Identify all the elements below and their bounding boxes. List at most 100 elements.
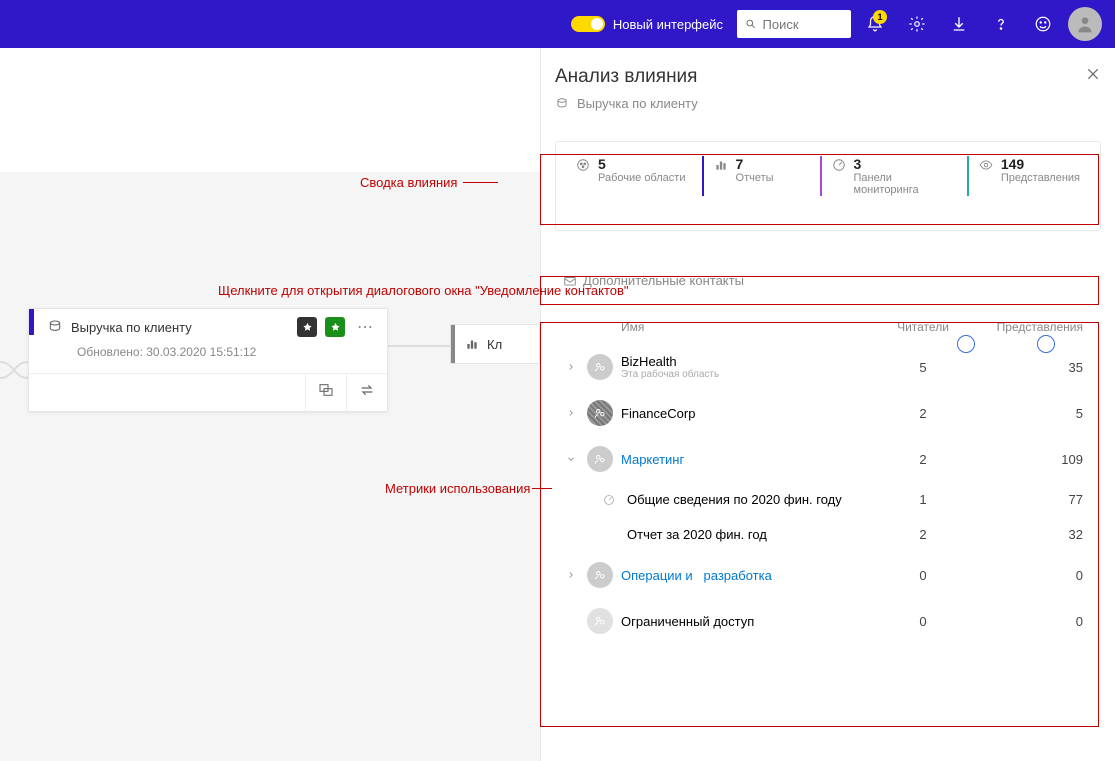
tile-value: 149 xyxy=(1001,156,1080,172)
row-name: FinanceCorp xyxy=(621,406,873,421)
row-views: 0 xyxy=(973,568,1093,583)
related-icon xyxy=(318,382,334,398)
row-readers: 1 xyxy=(873,492,973,507)
expand-toggle[interactable] xyxy=(563,362,579,372)
dataset-icon xyxy=(555,97,569,111)
row-name: BizHealthЭта рабочая область xyxy=(621,354,873,380)
row-name: Ограниченный доступ xyxy=(621,614,873,629)
card-more-button[interactable]: ⋯ xyxy=(353,317,377,337)
toggle-switch-icon[interactable] xyxy=(571,16,605,32)
report-title: Кл xyxy=(487,337,502,352)
annotation-text: Сводка влияния xyxy=(360,175,457,190)
endorsement-badge[interactable] xyxy=(297,317,317,337)
settings-button[interactable] xyxy=(899,6,935,42)
table-row[interactable]: BizHealthЭта рабочая область535 xyxy=(555,344,1101,390)
tile-label: Рабочие области xyxy=(598,172,685,184)
close-button[interactable] xyxy=(1085,66,1101,87)
smiley-icon xyxy=(1034,15,1052,33)
swap-icon xyxy=(359,382,375,398)
workspace-icon xyxy=(587,562,613,588)
row-readers: 0 xyxy=(873,614,973,629)
col-name: Имя xyxy=(621,320,873,334)
table-row[interactable]: FinanceCorp25 xyxy=(555,390,1101,436)
card-accent xyxy=(451,325,455,363)
question-icon xyxy=(992,15,1010,33)
annotation-contacts: Щелкните для открытия диалогового окна "… xyxy=(218,283,629,298)
row-name: Маркетинг xyxy=(621,452,873,467)
workspace-icon xyxy=(587,354,613,380)
summary-tile-dashboards[interactable]: 3 Панели мониторинга xyxy=(820,156,967,196)
row-views: 0 xyxy=(973,614,1093,629)
row-readers: 2 xyxy=(873,452,973,467)
row-views: 32 xyxy=(973,527,1093,542)
summary-tile-reports[interactable]: 7 Отчеты xyxy=(702,156,820,196)
download-button[interactable] xyxy=(941,6,977,42)
barchart-icon xyxy=(714,158,728,172)
row-name: Операции и разработка xyxy=(621,568,873,583)
workspace-icon xyxy=(587,446,613,472)
notifications-button[interactable]: 1 xyxy=(857,6,893,42)
table-child-row[interactable]: Отчет за 2020 фин. год232 xyxy=(555,517,1101,552)
dashboard-icon xyxy=(832,158,846,172)
connector-line xyxy=(0,360,28,380)
table-row[interactable]: Маркетинг2109 xyxy=(555,436,1101,482)
annotation-text: Щелкните для открытия диалогового окна "… xyxy=(218,283,629,298)
dataset-card[interactable]: Выручка по клиенту ⋯ Обновлено: 30.03.20… xyxy=(28,308,388,412)
impact-summary: 5 Рабочие области 7 Отчеты 3 Панели мони… xyxy=(555,141,1101,231)
workspace-icon xyxy=(587,400,613,426)
workspace-icon xyxy=(576,158,590,172)
child-icon xyxy=(599,494,619,506)
barchart-icon xyxy=(465,337,479,351)
annotation-text: Метрики использования xyxy=(385,481,530,496)
report-card[interactable]: Кл xyxy=(450,324,540,364)
help-button[interactable] xyxy=(983,6,1019,42)
table-child-row[interactable]: Общие сведения по 2020 фин. году177 xyxy=(555,482,1101,517)
connector-line xyxy=(388,345,450,347)
tile-label: Представления xyxy=(1001,172,1080,184)
dataset-updated: Обновлено: 30.03.2020 15:51:12 xyxy=(29,341,387,373)
notification-badge: 1 xyxy=(873,10,887,24)
impact-table: Имя Читатели Представления BizHealthЭта … xyxy=(555,316,1101,644)
tile-value: 5 xyxy=(598,156,685,172)
row-views: 35 xyxy=(973,360,1093,375)
tile-value: 7 xyxy=(736,156,774,172)
expand-toggle[interactable] xyxy=(563,570,579,580)
workspace-icon xyxy=(587,608,613,634)
row-readers: 5 xyxy=(873,360,973,375)
row-views: 77 xyxy=(973,492,1093,507)
certified-badge[interactable] xyxy=(325,317,345,337)
expand-toggle[interactable] xyxy=(563,454,579,464)
row-views: 5 xyxy=(973,406,1093,421)
search-box[interactable] xyxy=(737,10,851,38)
tile-label: Отчеты xyxy=(736,172,774,184)
summary-tile-views[interactable]: 149 Представления xyxy=(967,156,1088,196)
ui-toggle[interactable]: Новый интерфейс xyxy=(571,16,723,32)
search-icon xyxy=(745,17,757,31)
gear-icon xyxy=(908,15,926,33)
card-accent xyxy=(29,309,34,335)
toggle-label: Новый интерфейс xyxy=(613,17,723,32)
account-button[interactable] xyxy=(1067,6,1103,42)
search-input[interactable] xyxy=(763,17,844,32)
swap-button[interactable] xyxy=(346,374,387,411)
row-readers: 2 xyxy=(873,527,973,542)
related-button[interactable] xyxy=(305,374,346,411)
table-header: Имя Читатели Представления xyxy=(555,316,1101,344)
eye-icon xyxy=(979,158,993,172)
row-name: Общие сведения по 2020 фин. году xyxy=(627,492,873,507)
panel-title: Анализ влияния xyxy=(555,66,698,88)
close-icon xyxy=(1085,66,1101,82)
table-row[interactable]: Ограниченный доступ00 xyxy=(555,598,1101,644)
expand-toggle[interactable] xyxy=(563,408,579,418)
app-header: Новый интерфейс 1 xyxy=(0,0,1115,48)
impact-panel: Анализ влияния Выручка по клиенту 5 Рабо… xyxy=(540,48,1115,761)
annotation-summary: Сводка влияния xyxy=(360,175,498,190)
download-icon xyxy=(950,15,968,33)
feedback-button[interactable] xyxy=(1025,6,1061,42)
summary-tile-workspaces[interactable]: 5 Рабочие области xyxy=(568,156,702,196)
dataset-title: Выручка по клиенту xyxy=(71,320,289,335)
annotation-usage: Метрики использования xyxy=(385,481,552,496)
table-row[interactable]: Операции и разработка00 xyxy=(555,552,1101,598)
notify-contacts-button[interactable]: Дополнительные контакты xyxy=(555,267,1101,294)
col-readers: Читатели xyxy=(873,320,973,334)
